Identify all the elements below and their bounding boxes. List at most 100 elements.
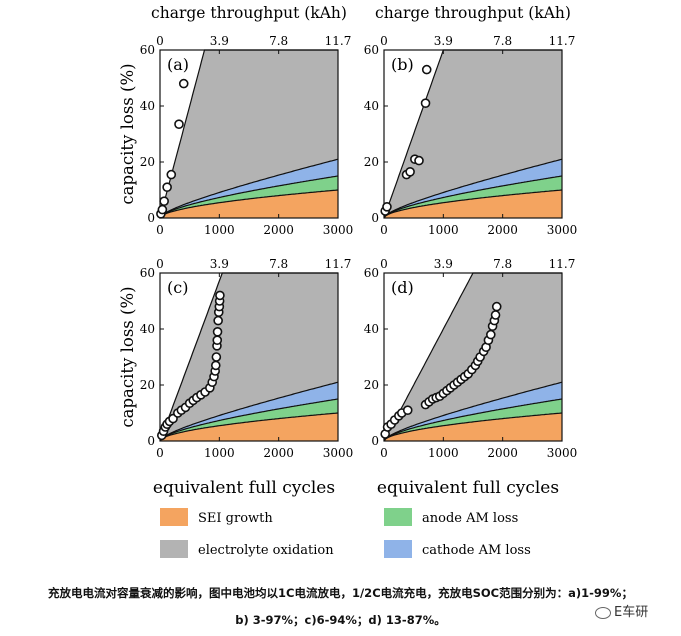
brand-text: E车研	[614, 605, 649, 620]
y-tick-label: 20	[140, 155, 155, 169]
region-sei-growth	[384, 190, 562, 218]
region-cathode-am-loss	[384, 159, 562, 218]
top-tick-label: 0	[156, 34, 164, 48]
data-point	[212, 335, 223, 346]
data-point	[159, 196, 169, 206]
region-cathode-am-loss	[160, 159, 338, 218]
x-tick-label: 2000	[487, 446, 518, 460]
watermark: E车研	[595, 601, 648, 620]
legend-label: SEI growth	[198, 511, 273, 526]
top-tick-label: 7.8	[493, 257, 512, 271]
region-anode-am-loss	[384, 399, 562, 441]
x-tick-label: 3000	[323, 446, 354, 460]
legend-swatch	[160, 508, 188, 526]
y-tick-label: 60	[364, 43, 379, 57]
caption-line-1: 充放电电流对容量衰减的影响，图中电池均以1C电流放电，1/2C电流充电，充放电S…	[48, 586, 633, 600]
data-point	[414, 155, 424, 166]
y-tick-label: 0	[147, 211, 155, 225]
boundary-line-2	[383, 158, 563, 219]
legend-swatch	[384, 540, 412, 558]
y-tick-label: 20	[364, 155, 379, 169]
data-point	[174, 119, 184, 129]
y-tick-label: 40	[140, 99, 155, 113]
data-point	[213, 315, 223, 326]
top-tick-label: 11.7	[549, 34, 576, 48]
legend-label: anode AM loss	[422, 511, 518, 526]
data-point	[405, 167, 415, 177]
region-sei-growth	[160, 413, 338, 441]
top-tick-label: 7.8	[493, 34, 512, 48]
data-point	[166, 169, 177, 180]
region-anode-am-loss	[160, 399, 338, 441]
top-tick-label: 11.7	[549, 257, 576, 271]
data-point	[157, 204, 168, 215]
y-tick-label: 60	[364, 266, 379, 280]
data-point	[211, 352, 222, 362]
y-tick-label: 40	[364, 322, 379, 336]
x-tick-label: 2000	[263, 223, 294, 237]
x-tick-label: 1000	[204, 223, 235, 237]
x-tick-label: 1000	[428, 223, 459, 237]
plot-frame	[383, 49, 563, 219]
top-tick-label: 3.9	[434, 34, 453, 48]
x-axis-label: equivalent full cycles	[377, 478, 559, 498]
data-point	[420, 98, 431, 108]
boundary-line-1	[159, 398, 339, 442]
region-cathode-am-loss	[160, 382, 338, 441]
legend-label: cathode AM loss	[422, 543, 531, 558]
top-axis-label: charge throughput (kAh)	[151, 4, 347, 22]
boundary-line-0	[159, 412, 339, 442]
boundary-line-1	[383, 175, 563, 219]
boundary-line-2	[159, 158, 339, 219]
x-tick-label: 0	[380, 446, 388, 460]
caption-line-2: b) 3-97%；c)6-94%；d) 13-87%。	[235, 613, 446, 627]
x-tick-label: 1000	[428, 446, 459, 460]
data-point	[178, 78, 189, 89]
data-point	[402, 405, 413, 416]
x-tick-label: 0	[156, 446, 164, 460]
wechat-icon	[595, 606, 611, 619]
data-point	[421, 64, 432, 75]
data-point	[210, 360, 221, 371]
top-axis-label: charge throughput (kAh)	[375, 4, 571, 22]
data-point	[382, 202, 392, 212]
top-tick-label: 3.9	[434, 257, 453, 271]
y-tick-label: 40	[364, 99, 379, 113]
y-tick-label: 0	[371, 434, 379, 448]
x-tick-label: 3000	[547, 446, 578, 460]
boundary-line-0	[383, 412, 563, 442]
data-point	[212, 326, 223, 337]
x-tick-label: 3000	[547, 223, 578, 237]
top-tick-label: 3.9	[210, 257, 229, 271]
region-electrolyte-oxidation	[160, 50, 338, 218]
boundary-line-2	[159, 381, 339, 442]
x-axis-label: equivalent full cycles	[153, 478, 335, 498]
plot-frame	[159, 49, 339, 219]
top-tick-label: 0	[380, 257, 388, 271]
y-tick-label: 0	[371, 211, 379, 225]
y-tick-label: 40	[140, 322, 155, 336]
legend-label: electrolyte oxidation	[198, 543, 334, 558]
top-tick-label: 0	[380, 34, 388, 48]
y-tick-label: 0	[147, 434, 155, 448]
y-tick-label: 20	[140, 378, 155, 392]
y-tick-label: 20	[364, 378, 379, 392]
region-sei-growth	[160, 190, 338, 218]
plot-frame	[159, 272, 339, 442]
boundary-line-0	[159, 189, 339, 219]
panel-label: (a)	[167, 55, 189, 74]
region-electrolyte-oxidation	[160, 273, 338, 441]
data-point	[491, 301, 502, 312]
x-tick-label: 2000	[487, 223, 518, 237]
data-point	[162, 182, 172, 192]
region-anode-am-loss	[160, 176, 338, 218]
region-anode-am-loss	[384, 176, 562, 218]
top-tick-label: 3.9	[210, 34, 229, 48]
region-cathode-am-loss	[384, 382, 562, 441]
data-point	[485, 329, 496, 340]
top-tick-label: 7.8	[269, 257, 288, 271]
top-tick-label: 0	[156, 257, 164, 271]
data-point	[215, 290, 225, 301]
y-axis-label: capacity loss (%)	[118, 286, 137, 427]
